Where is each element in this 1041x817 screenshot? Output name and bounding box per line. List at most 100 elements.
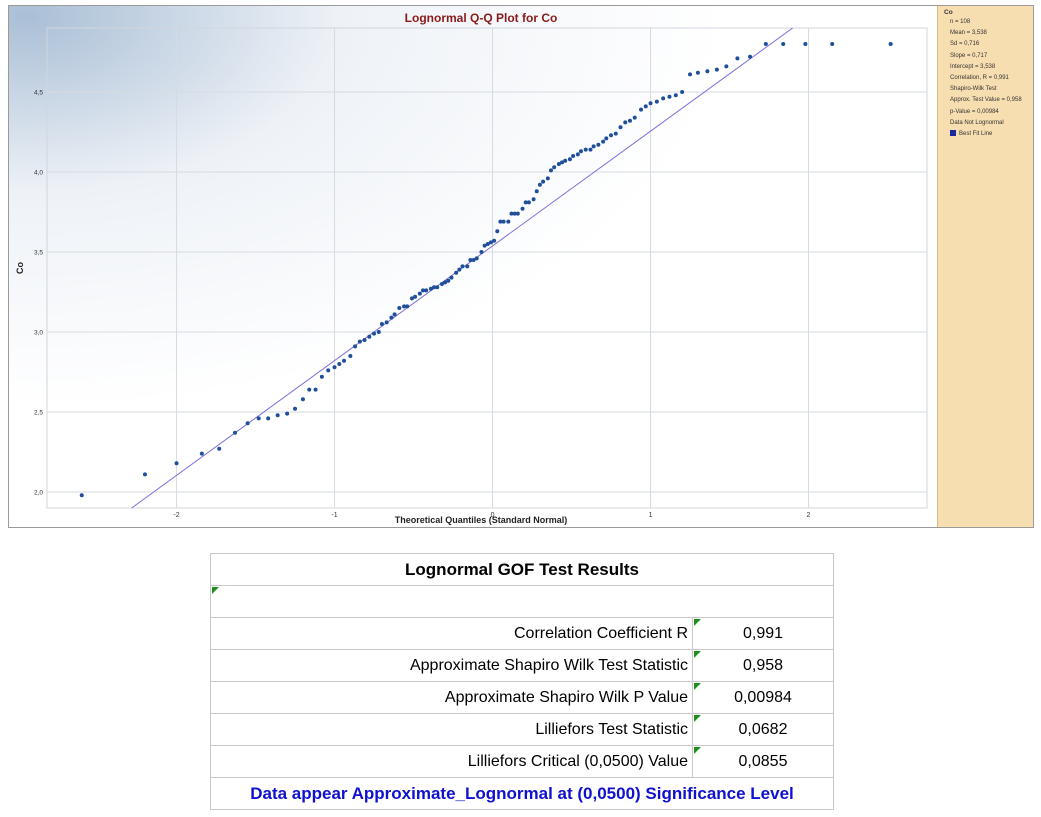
x-tick-label: 0 [491,512,495,519]
data-point [367,334,372,339]
legend-key-label: Best Fit Line [959,131,993,138]
data-point [479,250,484,254]
data-point [199,451,204,456]
data-point [591,144,596,149]
data-point [409,296,414,301]
data-point [888,42,893,46]
legend-stat-line: Sd = 0,716 [950,41,980,48]
data-point [604,136,609,141]
data-point [601,139,606,144]
legend-stat-line: Mean = 3,538 [950,30,987,37]
data-point [680,90,685,94]
data-point [661,96,666,101]
data-point [556,162,561,166]
data-point [474,256,479,261]
data-point [714,67,719,72]
cell-comment-marker [694,715,701,722]
data-point [449,275,454,280]
data-point [319,374,324,379]
legend-stat-line: Shapiro-Wilk Test [950,86,997,93]
gof-value-text: 0,958 [742,656,784,674]
legend-key-best-fit: Best Fit Line [944,129,1033,140]
data-point [781,42,786,46]
data-point [492,238,497,243]
data-point [545,176,550,181]
data-point [579,149,584,154]
data-point [256,416,261,421]
data-point [571,154,576,158]
plot-background [9,6,937,527]
data-point [432,285,437,290]
data-point [763,42,768,46]
data-point [424,288,429,293]
data-point [488,240,493,245]
data-point [648,101,653,106]
data-point [688,72,693,77]
data-point [293,406,298,411]
data-point [830,42,835,46]
gof-row-label: Approximate Shapiro Wilk Test Statistic [210,649,693,682]
data-point [482,243,487,248]
legend-stat-line: Data Not Lognormal [950,119,1004,126]
data-point [376,330,381,334]
gof-row: Lilliefors Test Statistic 0,0682 [210,713,834,746]
legend-stat-line: Approx. Test Value = 0,958 [950,97,1022,104]
y-tick-label: 4,5 [34,90,43,97]
data-point [413,294,418,299]
data-point [402,304,407,309]
data-point [428,286,433,291]
gof-conclusion: Data appear Approximate_Lognormal at (0,… [210,777,834,810]
gof-row: Correlation Coefficient R 0,991 [210,617,834,650]
data-point [362,338,367,342]
qq-plot: -2 -1 0 1 2 2,0 2,5 3,0 3,5 4,0 4,5 Lognormal Q-Q … [9,6,937,527]
legend-stat-line: Correlation, R = 0,991 [950,75,1009,82]
y-tick-label: 2,5 [34,410,43,417]
data-point [443,280,448,285]
data-point [627,118,632,123]
data-point [552,165,557,170]
gof-row-value: 0,958 [692,649,834,682]
gof-results-table: Lognormal GOF Test Results Correlation C… [210,553,834,810]
data-point [541,179,546,184]
data-point [563,158,568,163]
data-point [531,197,536,202]
data-point [332,365,337,370]
data-point [435,285,440,290]
data-point [313,387,318,392]
data-point [307,387,312,392]
y-tick-label: 3,5 [34,250,43,257]
data-point [534,189,539,194]
data-point [357,339,362,344]
chart-title: Lognormal Q-Q Plot for Co [405,11,558,25]
data-point [495,229,500,234]
data-point [392,312,397,317]
qq-chart-window: -2 -1 0 1 2 2,0 2,5 3,0 3,5 4,0 4,5 Lognormal Q-Q … [8,5,1034,528]
data-point [705,69,710,74]
data-point [509,211,514,216]
gof-row-label: Lilliefors Critical (0,0500) Value [210,745,693,778]
data-point [389,315,394,320]
data-point [454,270,459,275]
data-point [471,258,476,262]
data-point [405,304,410,309]
data-point [485,242,490,246]
gof-row-value: 0,0855 [692,745,834,778]
gof-row-value: 0,991 [692,617,834,650]
data-point [639,107,644,112]
data-point [233,430,238,435]
gof-row-label: Approximate Shapiro Wilk P Value [210,681,693,714]
data-point [512,211,517,216]
gof-row-value: 0,0682 [692,713,834,746]
data-point [695,70,700,75]
data-point [643,104,648,109]
data-point [417,291,422,296]
data-point [654,99,659,104]
data-point [465,264,470,269]
gof-value-text: 0,0682 [738,720,788,738]
x-tick-label: -1 [331,512,337,519]
gof-row: Approximate Shapiro Wilk Test Statistic … [210,649,834,682]
data-point [353,344,358,349]
data-point [609,133,614,138]
cell-comment-marker [694,619,701,626]
cell-comment-marker [212,587,219,594]
